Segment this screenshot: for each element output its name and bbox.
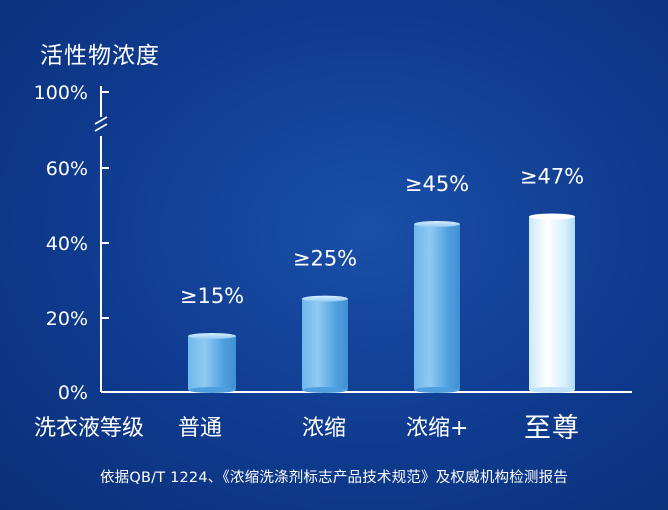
y-tick-label: 0% [58, 382, 88, 404]
data-label-1: ≥15% [180, 284, 244, 308]
y-tick-label: 20% [46, 308, 88, 330]
data-label-4: ≥47% [520, 165, 584, 189]
axis-break-mark [94, 123, 108, 132]
y-tick-label: 100% [34, 82, 88, 104]
category-label-putong: 普通 [178, 416, 223, 441]
axis-break-mark [94, 116, 108, 125]
bar-1 [188, 333, 236, 393]
data-label-2: ≥25% [293, 247, 357, 271]
y-tick-label: 40% [46, 233, 88, 255]
category-label-zhizun: 至尊 [524, 413, 580, 444]
category-label-nongsuo: 浓缩 [302, 416, 347, 441]
footnote: 依据QB/T 1224、《浓缩洗涤剂标志产品技术规范》及权威机构检测报告 [99, 470, 569, 486]
data-label-3: ≥45% [405, 172, 469, 196]
bar-2 [302, 295, 348, 393]
category-label-nongsuo-plus: 浓缩+ [406, 416, 469, 441]
bar-3 [414, 221, 460, 393]
chart-title: 活性物浓度 [40, 43, 160, 69]
bar-4 [529, 213, 575, 393]
y-tick-label: 60% [46, 158, 88, 180]
x-axis-label: 洗衣液等级 [34, 416, 145, 441]
